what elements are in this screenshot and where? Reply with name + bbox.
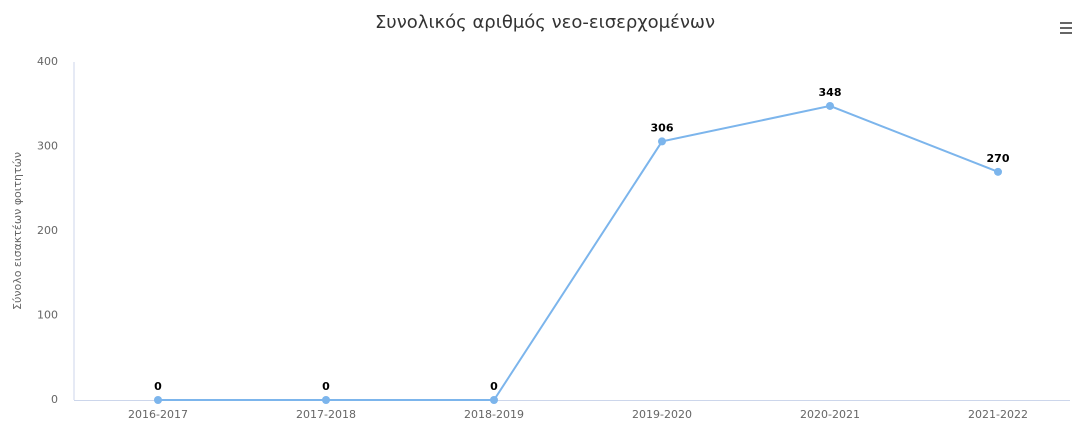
data-label: 0 (322, 380, 330, 393)
menu-bar (1060, 22, 1072, 24)
y-tick-label: 400 (37, 55, 58, 68)
point (490, 396, 498, 404)
y-tick-label: 0 (51, 393, 58, 406)
data-label: 306 (651, 121, 674, 134)
y-axis-title: Σύνολο εισακτέων φοιτητών (11, 152, 24, 310)
point (994, 167, 1002, 176)
x-tick-label: 2021-2022 (968, 408, 1028, 421)
point (322, 396, 330, 404)
menu-bar (1060, 27, 1072, 29)
data-label: 0 (154, 380, 162, 393)
point (658, 137, 666, 146)
menu-bar (1060, 32, 1072, 34)
x-tick-label: 2019-2020 (632, 408, 692, 421)
y-tick-label: 100 (37, 309, 58, 322)
data-label: 0 (490, 380, 498, 393)
data-label: 270 (987, 152, 1010, 165)
x-tick-label: 2017-2018 (296, 408, 356, 421)
y-tick-label: 300 (37, 140, 58, 153)
menu-button[interactable] (1060, 22, 1072, 34)
point (154, 396, 162, 404)
data-label: 348 (819, 86, 842, 99)
x-tick-label: 2018-2019 (464, 408, 524, 421)
x-tick-label: 2020-2021 (800, 408, 860, 421)
series-line (158, 104, 999, 401)
x-tick-label: 2016-2017 (128, 408, 188, 421)
chart-title: Συνολικός αριθμός νεο-εισερχομένων (375, 12, 715, 33)
y-tick-label: 200 (37, 224, 58, 237)
point (826, 101, 834, 110)
